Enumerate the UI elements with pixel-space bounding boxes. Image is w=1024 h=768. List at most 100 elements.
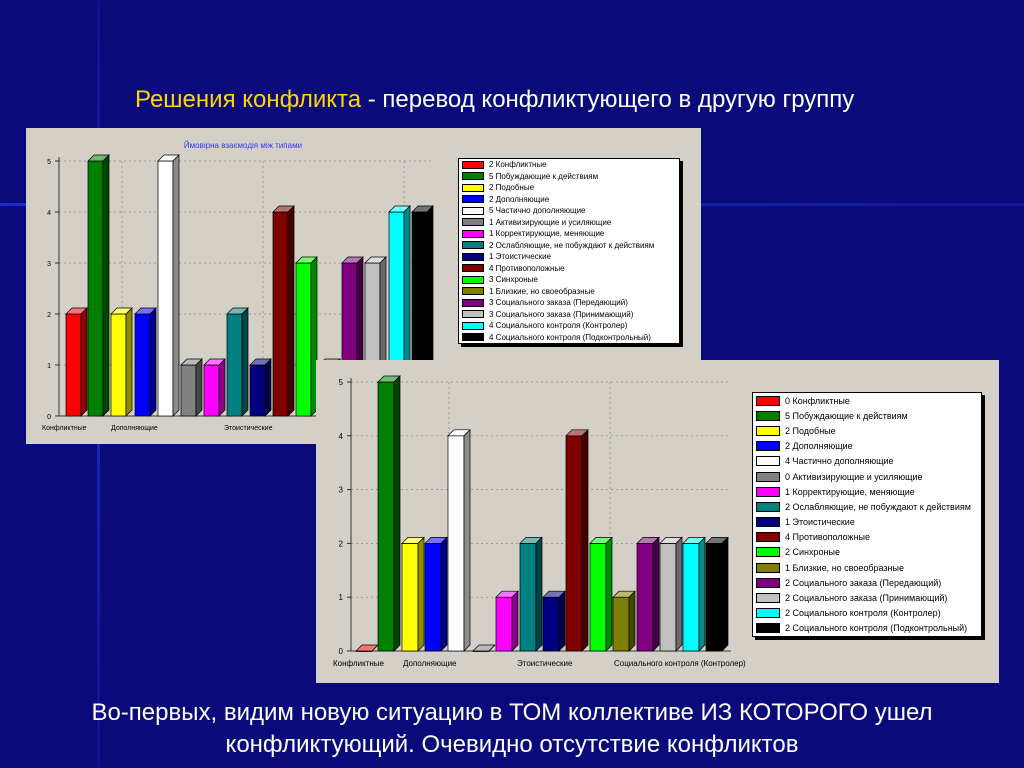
legend-label: 4 Противоположные <box>489 263 565 273</box>
legend-item: 3 Социального заказа (Принимающий) <box>459 309 679 321</box>
bar-2-7 <box>495 590 519 652</box>
legend-swatch <box>462 183 484 192</box>
legend-item: 2 Социального заказа (Принимающий) <box>753 590 981 605</box>
legend-swatch <box>462 160 484 169</box>
legend-swatch <box>756 623 780 634</box>
legend-swatch <box>756 517 780 528</box>
legend-swatch <box>462 298 484 307</box>
bar-2-16 <box>705 536 729 652</box>
legend-label: 1 Этоистические <box>785 517 855 528</box>
legend-label: 1 Корректирующие, меняющие <box>785 486 915 497</box>
bar-2-12 <box>612 590 636 652</box>
legend-swatch <box>462 218 484 227</box>
y-tick-label: 5 <box>339 378 344 387</box>
legend-swatch <box>462 195 484 204</box>
legend-item: 4 Противоположные <box>459 263 679 275</box>
y-tick-label: 0 <box>47 414 51 421</box>
legend-label: 2 Подобные <box>785 425 836 436</box>
legend-swatch <box>756 501 780 512</box>
y-tick-label: 5 <box>47 159 51 166</box>
x-axis-label: Социального контроля (Контролер) <box>614 659 746 668</box>
legend-swatch <box>756 486 780 497</box>
x-axis-label: Этоистические <box>224 425 273 432</box>
legend-label: 5 Побуждающие к действиям <box>489 171 599 181</box>
legend-item: 1 Этоистические <box>459 251 679 263</box>
legend-item: 4 Социального контроля (Контролер) <box>459 320 679 332</box>
legend-item: 2 Конфликтные <box>459 159 679 171</box>
chart-before-legend: 2 Конфликтные 5 Побуждающие к действиям 2 … <box>458 158 680 344</box>
legend-swatch <box>756 456 780 467</box>
bar-1-4 <box>134 307 157 417</box>
legend-label: 0 Активизирующие и усиляющие <box>785 471 923 482</box>
y-tick-label: 3 <box>339 486 344 495</box>
legend-label: 4 Социального контроля (Подконтрольный) <box>489 332 651 342</box>
legend-item: 4 Частично дополняющие <box>753 454 981 469</box>
legend-swatch <box>756 410 780 421</box>
legend-swatch <box>462 264 484 273</box>
legend-item: 5 Побуждающие к действиям <box>753 408 981 423</box>
y-tick-label: 1 <box>47 363 51 370</box>
legend-swatch <box>756 441 780 452</box>
chart-after-plot: 0 1 2 3 4 5 Конфликтные Дополняющие Этоистически… <box>333 375 746 668</box>
chart-after: 0 1 2 3 4 5 Конфликтные Дополняющие Этоистически… <box>316 360 999 683</box>
x-axis-label: Конфликтные <box>333 659 384 668</box>
bar-2-6 <box>472 644 496 652</box>
legend-label: 2 Подобные <box>489 183 535 193</box>
legend-item: 2 Дополняющие <box>753 439 981 454</box>
bar-2-5 <box>447 428 471 652</box>
chart-after-legend: 0 Конфликтные 5 Побуждающие к действиям 2 … <box>752 392 982 637</box>
footer-line-1: Во-первых, видим новую ситуацию в ТОМ ко… <box>91 699 933 726</box>
legend-label: 2 Ослабляющие, не побуждают к действиям <box>489 240 655 250</box>
legend-label: 3 Социального заказа (Передающий) <box>489 298 628 308</box>
legend-item: 2 Социального заказа (Передающий) <box>753 575 981 590</box>
legend-swatch <box>462 310 484 319</box>
legend-label: 1 Этоистические <box>489 252 552 262</box>
slide-footer: Во-первых, видим новую ситуацию в ТОМ ко… <box>0 697 1024 761</box>
legend-swatch <box>756 608 780 619</box>
legend-label: 3 Синхроные <box>489 275 538 285</box>
legend-swatch <box>462 172 484 181</box>
legend-item: 2 Социального контроля (Контролер) <box>753 606 981 621</box>
legend-item: 0 Конфликтные <box>753 393 981 408</box>
y-tick-label: 4 <box>47 210 51 217</box>
legend-label: 5 Частично дополняющие <box>489 206 586 216</box>
legend-item: 1 Близкие, но своеобразные <box>753 560 981 575</box>
legend-swatch <box>756 425 780 436</box>
legend-item: 2 Дополняющие <box>459 194 679 206</box>
legend-item: 0 Активизирующие и усиляющие <box>753 469 981 484</box>
y-tick-label: 0 <box>339 647 344 656</box>
bar-1-9 <box>249 358 272 417</box>
legend-swatch <box>462 206 484 215</box>
bar-1-5 <box>157 154 180 417</box>
legend-label: 2 Конфликтные <box>489 160 547 170</box>
legend-item: 5 Побуждающие к действиям <box>459 171 679 183</box>
slide-title: Решения конфликта - перевод конфликтующе… <box>135 86 854 114</box>
bar-1-1 <box>65 307 88 417</box>
legend-item: 1 Корректирующие, меняющие <box>753 484 981 499</box>
bar-2-9 <box>542 590 566 652</box>
legend-swatch <box>756 547 780 558</box>
bar-2-2 <box>377 375 401 652</box>
bar-2-8 <box>519 536 543 652</box>
legend-item: 1 Активизирующие и усиляющие <box>459 217 679 229</box>
x-axis-label: Этоистические <box>517 659 573 668</box>
legend-swatch <box>756 577 780 588</box>
legend-item: 4 Противоположные <box>753 530 981 545</box>
legend-swatch <box>462 333 484 342</box>
y-tick-label: 4 <box>339 432 344 441</box>
legend-item: 2 Подобные <box>753 423 981 438</box>
legend-label: 5 Побуждающие к действиям <box>785 410 908 421</box>
legend-swatch <box>756 395 780 406</box>
bar-2-3 <box>401 536 425 652</box>
legend-label: 2 Социального заказа (Передающий) <box>785 577 942 588</box>
y-tick-label: 2 <box>47 312 51 319</box>
legend-swatch <box>756 471 780 482</box>
legend-item: 4 Социального контроля (Подконтрольный) <box>459 332 679 344</box>
legend-label: 4 Социального контроля (Контролер) <box>489 321 628 331</box>
bar-2-15 <box>682 536 706 652</box>
chart-title: Ймовірна взаємодія між типами <box>184 141 302 150</box>
legend-label: 1 Близкие, но своеобразные <box>785 562 904 573</box>
x-axis-label: Дополняющие <box>403 659 457 668</box>
bar-1-3 <box>110 307 133 417</box>
x-axis-label: Дополняющие <box>111 425 158 432</box>
